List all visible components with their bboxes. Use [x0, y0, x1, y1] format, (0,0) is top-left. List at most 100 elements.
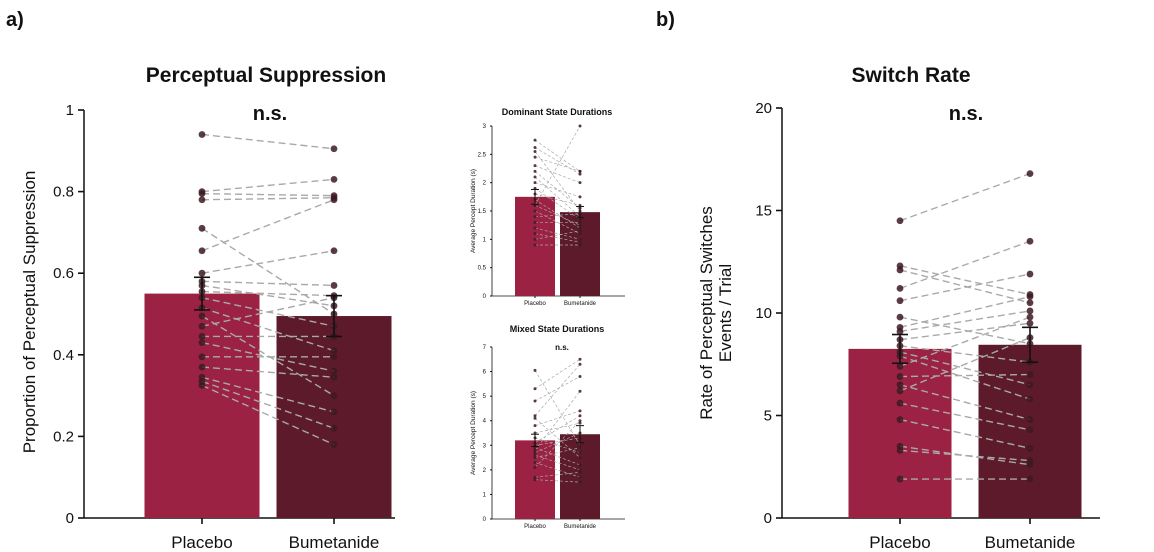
data-point-placebo	[198, 269, 206, 277]
data-point-bumetanide	[578, 419, 582, 423]
data-point-bumetanide	[578, 218, 582, 221]
data-point-bumetanide	[578, 468, 582, 472]
paired-line	[534, 151, 581, 212]
paired-line	[201, 366, 335, 378]
paired-line	[534, 227, 581, 240]
data-point-bumetanide	[578, 421, 582, 425]
error-bars	[194, 276, 342, 338]
data-point-placebo	[198, 190, 206, 198]
paired-line	[534, 230, 581, 240]
data-point-placebo	[198, 353, 206, 361]
y-tick-label: 0	[483, 294, 487, 300]
paired-line	[534, 422, 581, 434]
data-point-bumetanide	[1026, 395, 1034, 403]
data-point-placebo	[896, 297, 904, 305]
data-point-placebo	[198, 196, 206, 204]
paired-line	[201, 178, 335, 193]
paired-line	[534, 199, 581, 229]
paired-line	[899, 384, 1031, 421]
data-point-placebo	[533, 232, 537, 236]
y-tick-label: 10	[755, 305, 772, 322]
category-label: Bumetanide	[564, 301, 597, 307]
paired-line	[201, 376, 335, 413]
data-point-bumetanide	[578, 232, 582, 236]
y-tick-label: 1	[66, 102, 74, 119]
y-ticks: 0 0.2 0.4 0.6 0.8 1	[53, 102, 84, 527]
data-point-bumetanide	[578, 414, 582, 418]
significance-label: n.s.	[253, 103, 287, 125]
paired-line	[534, 437, 581, 446]
paired-line	[534, 432, 581, 453]
paired-line	[899, 172, 1031, 222]
y-tick-label: 6	[483, 370, 487, 376]
data-point-bumetanide	[578, 389, 582, 393]
paired-line	[899, 336, 1031, 392]
perceptual-suppression-chart: Perceptual Suppression n.s. Proportion o…	[20, 64, 395, 552]
paired-line	[201, 296, 335, 327]
dominant-state-durations-chart: Dominant State Durations Average Percept…	[470, 107, 625, 307]
data-point-placebo	[533, 416, 537, 420]
category-label: Placebo	[869, 533, 930, 552]
y-axis-label: Proportion of Perceptual Suppression	[20, 171, 39, 454]
y-tick-label: 15	[755, 203, 772, 220]
paired-line	[899, 402, 1031, 431]
data-point-bumetanide	[1026, 381, 1034, 389]
significance-label: n.s.	[949, 103, 983, 125]
data-point-placebo	[533, 209, 537, 213]
data-point-placebo	[198, 247, 206, 255]
data-point-bumetanide	[578, 409, 582, 413]
data-point-placebo	[533, 169, 537, 173]
data-point-bumetanide	[1026, 270, 1034, 278]
paired-line	[201, 380, 335, 429]
paired-line	[899, 273, 1031, 302]
data-point-bumetanide	[578, 443, 582, 447]
data-point-bumetanide	[578, 374, 582, 378]
significance-label: n.s.	[555, 343, 569, 352]
data-point-bumetanide	[1026, 170, 1034, 178]
data-point-placebo	[533, 220, 537, 224]
data-point-placebo	[533, 448, 537, 452]
y-tick-label: 0	[483, 517, 487, 523]
data-point-placebo	[533, 453, 537, 457]
paired-line	[201, 307, 335, 352]
paired-line	[201, 384, 335, 446]
paired-line	[201, 290, 335, 297]
paired-lines	[896, 170, 1034, 483]
category-labels: Placebo Bumetanide	[524, 519, 597, 530]
data-point-bumetanide	[578, 243, 582, 247]
data-point-placebo	[533, 460, 537, 464]
data-point-placebo	[198, 131, 206, 138]
data-point-placebo	[896, 313, 904, 321]
data-point-bumetanide	[578, 172, 582, 176]
data-point-bumetanide	[578, 223, 582, 227]
data-point-bumetanide	[330, 282, 338, 289]
y-tick-label: 0.5	[478, 266, 487, 272]
data-point-placebo	[533, 399, 537, 403]
data-point-bumetanide	[578, 456, 582, 460]
data-point-placebo	[198, 363, 206, 371]
panel-label-a: a)	[6, 9, 24, 31]
paired-line	[534, 213, 581, 218]
data-point-bumetanide	[578, 220, 582, 224]
data-point-bumetanide	[330, 145, 338, 153]
data-point-placebo	[896, 399, 904, 407]
data-point-placebo	[533, 414, 537, 418]
paired-line	[201, 280, 335, 287]
data-point-bumetanide	[330, 247, 338, 255]
error-bars	[892, 326, 1038, 365]
data-point-placebo	[896, 266, 904, 274]
data-point-placebo	[896, 217, 904, 225]
y-tick-label: 2	[483, 468, 487, 474]
paired-line	[201, 192, 335, 197]
chart-title: Switch Rate	[851, 64, 970, 87]
data-point-placebo	[198, 224, 206, 232]
bar-bumetanide	[276, 316, 392, 518]
paired-line	[534, 139, 581, 172]
y-tick-label: 0.8	[53, 184, 74, 201]
data-point-placebo	[533, 456, 537, 460]
data-point-placebo	[896, 373, 904, 380]
bar-placebo	[144, 293, 260, 518]
data-point-bumetanide	[1026, 371, 1034, 378]
paired-line	[201, 133, 335, 150]
category-labels: Placebo Bumetanide	[869, 518, 1075, 552]
